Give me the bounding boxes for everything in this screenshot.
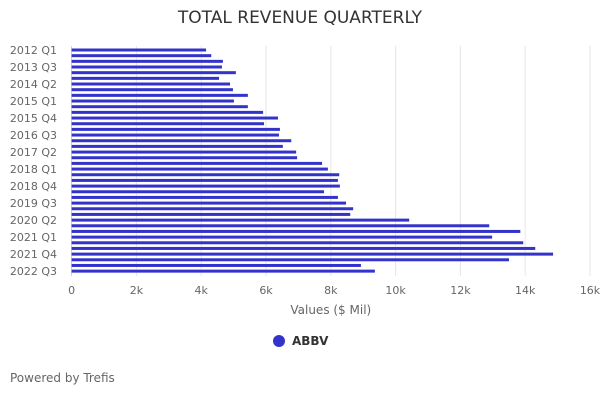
- y-tick-label: 2018 Q4: [10, 180, 57, 193]
- chart-title: TOTAL REVENUE QUARTERLY: [177, 8, 423, 28]
- bar: [71, 184, 340, 188]
- bar: [71, 161, 323, 165]
- bar: [71, 144, 283, 148]
- x-tick-label: 6k: [259, 284, 273, 297]
- bar: [71, 173, 340, 177]
- bar: [71, 93, 248, 97]
- bar: [71, 229, 521, 233]
- bar: [71, 59, 223, 63]
- bar: [71, 156, 298, 160]
- legend-label: ABBV: [292, 334, 329, 348]
- bar: [71, 54, 212, 58]
- y-tick-label: 2021 Q1: [10, 231, 57, 244]
- bar: [71, 82, 231, 86]
- bar: [71, 139, 292, 143]
- y-tick-label: 2017 Q2: [10, 146, 57, 159]
- y-tick-label: 2012 Q1: [10, 44, 57, 57]
- bar: [71, 269, 375, 273]
- bar: [71, 133, 279, 137]
- y-tick-label: 2020 Q2: [10, 214, 57, 227]
- powered-by-text: Powered by Trefis: [10, 371, 115, 385]
- bar: [71, 99, 234, 103]
- bar: [71, 110, 264, 114]
- bar: [71, 218, 410, 222]
- bar: [71, 241, 524, 245]
- legend-dot-icon: [273, 335, 285, 347]
- y-tick-label: 2016 Q3: [10, 129, 57, 142]
- x-tick-label: 4k: [195, 284, 209, 297]
- bar: [71, 150, 297, 154]
- y-tick-label: 2015 Q4: [10, 112, 57, 125]
- bar: [71, 76, 220, 80]
- bar: [71, 224, 490, 228]
- bar: [71, 71, 236, 75]
- bar: [71, 178, 338, 182]
- y-tick-label: 2022 Q3: [10, 265, 57, 278]
- bar: [71, 167, 328, 171]
- x-tick-label: 16k: [580, 284, 600, 297]
- bar: [71, 116, 278, 120]
- bar: [71, 88, 233, 92]
- x-tick-label: 14k: [515, 284, 536, 297]
- x-tick-label: 12k: [450, 284, 471, 297]
- x-tick-label: 10k: [385, 284, 406, 297]
- bar: [71, 195, 338, 199]
- bar: [71, 65, 222, 69]
- bar: [71, 48, 207, 52]
- bar: [71, 122, 265, 126]
- bar: [71, 252, 554, 256]
- bar: [71, 207, 354, 211]
- x-tick-label: 2k: [130, 284, 144, 297]
- bar: [71, 201, 347, 205]
- x-tick-label: 0: [68, 284, 75, 297]
- y-tick-label: 2015 Q1: [10, 95, 57, 108]
- y-tick-label: 2021 Q4: [10, 248, 57, 261]
- bar: [71, 235, 493, 239]
- x-tick-label: 8k: [324, 284, 338, 297]
- y-tick-label: 2019 Q3: [10, 197, 57, 210]
- legend-item-abbv[interactable]: ABBV: [273, 334, 328, 348]
- y-tick-label: 2018 Q1: [10, 163, 57, 176]
- bar: [71, 105, 248, 109]
- bar: [71, 212, 351, 216]
- bar: [71, 258, 509, 262]
- x-axis-title: Values ($ Mil): [290, 303, 371, 317]
- bar: [71, 246, 536, 250]
- y-tick-label: 2014 Q2: [10, 78, 57, 91]
- bar: [71, 190, 324, 194]
- y-tick-label: 2013 Q3: [10, 61, 57, 74]
- bar: [71, 263, 361, 267]
- bar: [71, 127, 280, 131]
